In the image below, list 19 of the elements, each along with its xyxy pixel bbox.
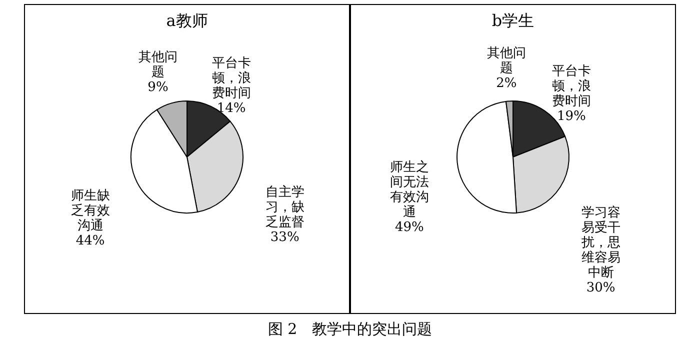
data-label: 49%: [395, 220, 424, 235]
chart-title: b学生: [492, 11, 534, 30]
data-label: 14%: [216, 100, 246, 116]
data-label: 33%: [270, 230, 300, 246]
data-label: 30%: [586, 280, 616, 296]
slice-label: 其他问题: [486, 46, 526, 76]
slice-label: 平台卡顿，浪费时间: [212, 56, 251, 101]
slice-label: 学习容易受干扰，思维容易中断: [580, 204, 620, 281]
data-label: 9%: [148, 80, 168, 96]
data-label: 19%: [557, 108, 586, 124]
data-label: 2%: [496, 76, 517, 92]
data-label: 44%: [76, 233, 105, 248]
slice-label: 师生之间无法有效沟通: [390, 160, 429, 220]
slice-label: 师生缺乏有效沟通: [70, 188, 110, 234]
caption: 图 2 教学中的突出问题: [266, 320, 434, 339]
slice-label: 自主学习，缺乏监督: [265, 184, 304, 230]
slice-label: 其他问题: [138, 50, 178, 80]
slice-label: 平台卡顿，浪费时间: [552, 64, 591, 109]
chart-title: a教师: [166, 11, 208, 30]
